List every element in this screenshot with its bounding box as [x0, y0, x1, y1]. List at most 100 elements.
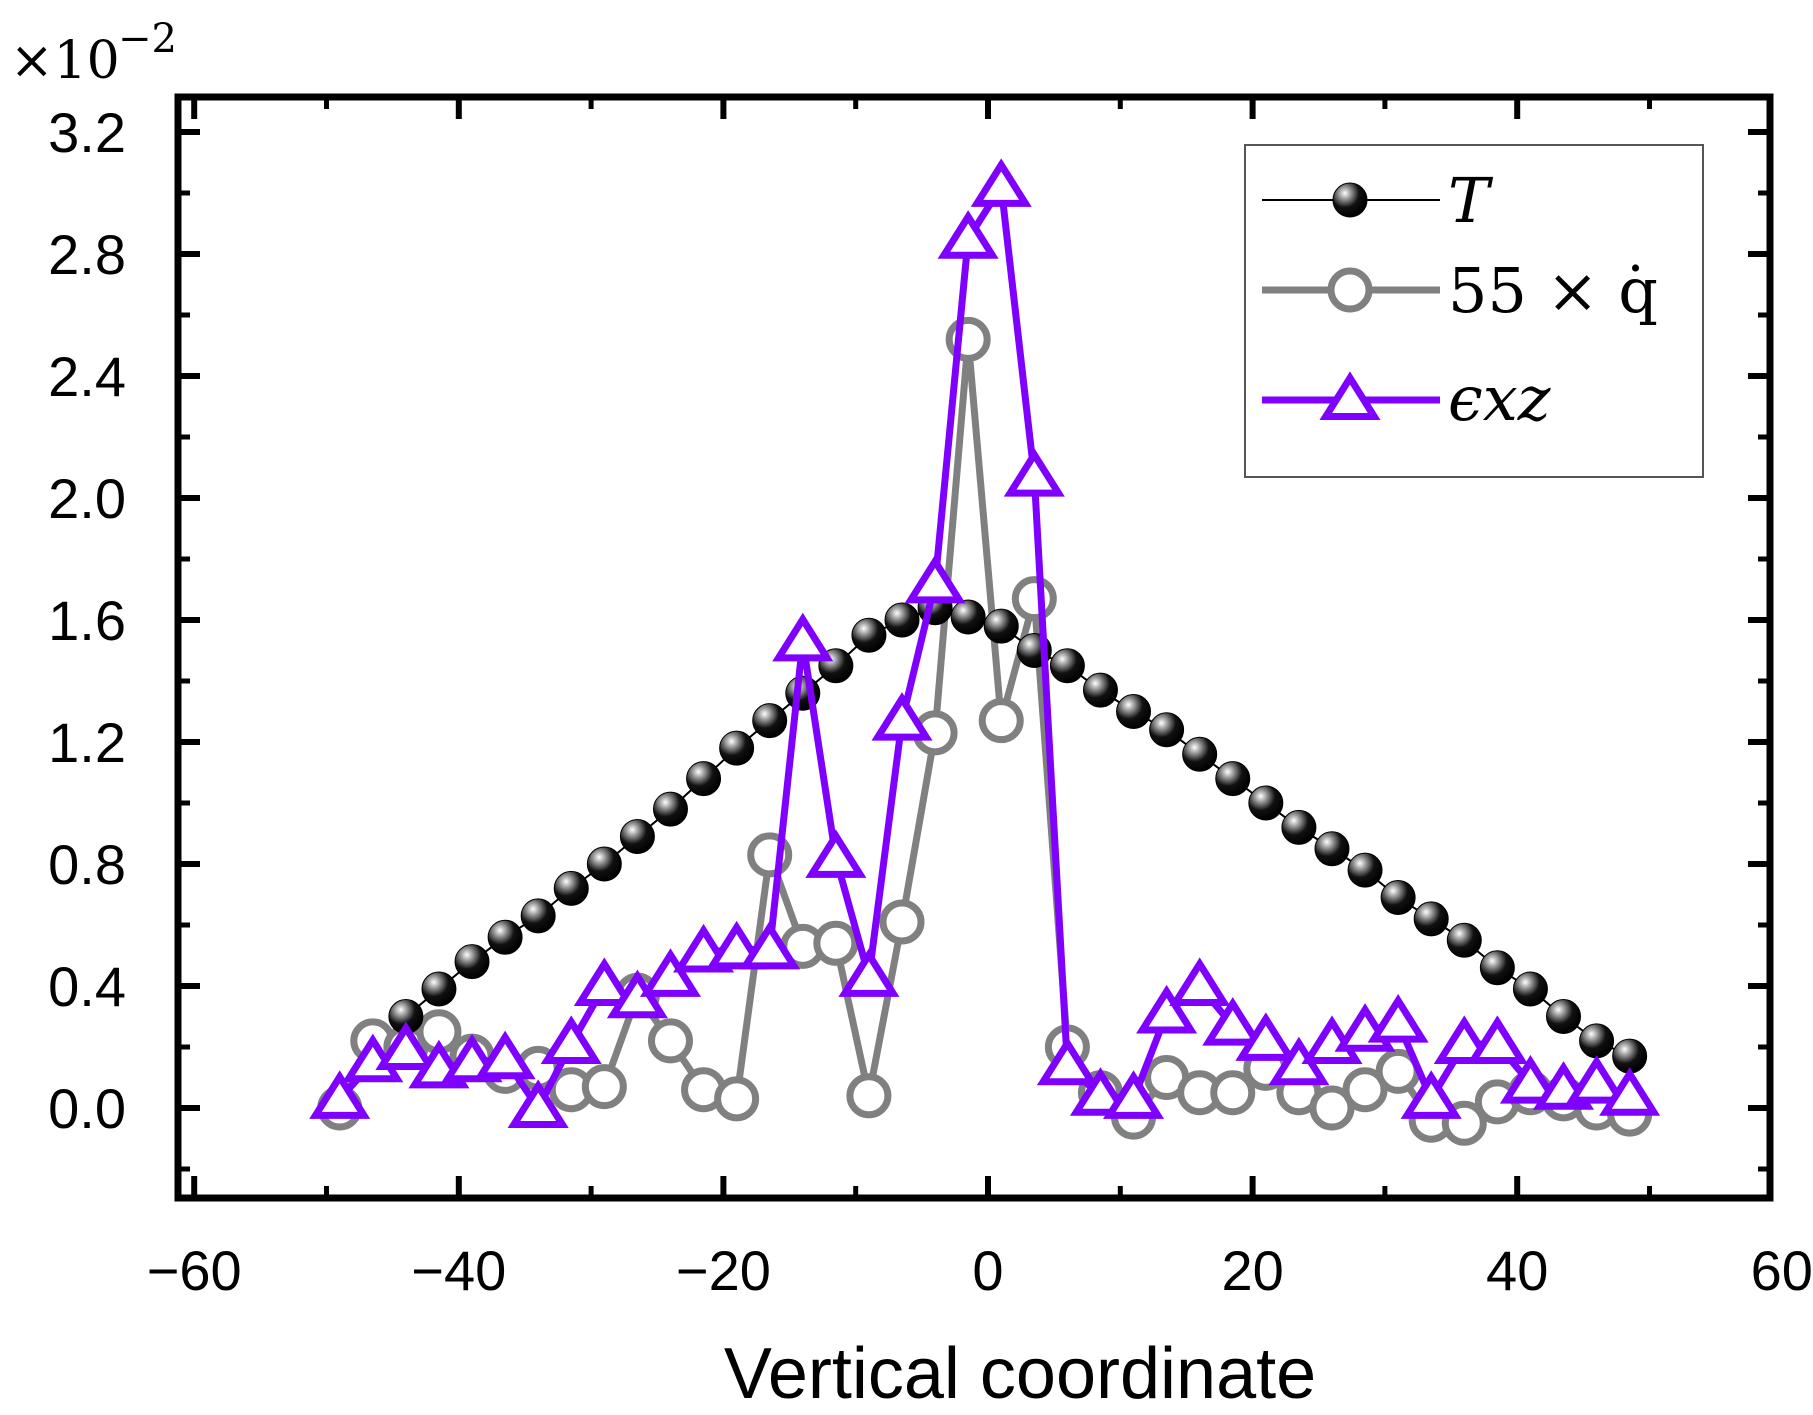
y-multiplier-base: ×10	[10, 31, 120, 91]
data-point	[1413, 901, 1449, 937]
data-point	[487, 919, 523, 955]
y-tick-label: 2.0	[48, 467, 126, 530]
legend-label-t: T	[1448, 164, 1494, 237]
data-point	[739, 920, 801, 970]
data-point	[421, 971, 457, 1007]
x-tick-label: −40	[411, 1239, 506, 1302]
data-point	[1342, 1067, 1388, 1113]
y-multiplier-exponent: −2	[118, 16, 177, 62]
plot-frame	[174, 93, 1774, 1202]
y-tick-label: 2.4	[48, 345, 126, 408]
data-point	[1036, 1036, 1098, 1086]
y-tick-label: 1.2	[48, 711, 126, 774]
data-point	[1499, 1055, 1561, 1104]
data-point	[851, 617, 887, 653]
data-point	[752, 703, 788, 739]
data-point	[1182, 736, 1218, 772]
data-point	[1235, 1012, 1297, 1061]
series-line	[337, 183, 1631, 1112]
x-axis-title: Vertical coordinate	[724, 1334, 1316, 1414]
legend: T 55 × q̇ ϵxz	[1244, 144, 1704, 478]
y-tick-label: 2.8	[48, 223, 126, 286]
data-point	[1479, 950, 1515, 986]
data-point	[884, 602, 920, 638]
data-point	[1136, 984, 1198, 1034]
data-point	[1082, 672, 1118, 708]
data-point	[1367, 994, 1429, 1043]
series-1	[317, 316, 1653, 1146]
y-tick-label: 3.2	[48, 101, 126, 164]
data-point	[686, 761, 722, 797]
data-point	[937, 210, 999, 259]
x-tick-label: −20	[676, 1239, 771, 1302]
data-point	[619, 819, 655, 855]
data-point	[1102, 1070, 1165, 1119]
data-point	[1116, 694, 1152, 729]
data-point	[1400, 1070, 1462, 1119]
legend-label-epsilon: ϵxz	[1448, 362, 1551, 435]
data-point	[1599, 1067, 1661, 1116]
data-point	[772, 612, 834, 662]
data-point	[1210, 1070, 1256, 1116]
data-point	[1069, 1067, 1131, 1116]
data-point	[978, 698, 1024, 744]
data-point	[970, 158, 1032, 207]
y-tick-label: 0.4	[48, 955, 126, 1018]
y-tick-label: 1.6	[48, 589, 126, 652]
data-point	[1011, 576, 1057, 622]
x-tick-label: 40	[1486, 1239, 1548, 1302]
data-point	[805, 829, 867, 878]
data-point	[375, 1021, 437, 1071]
data-point	[1314, 831, 1350, 867]
data-point	[1309, 1085, 1355, 1131]
x-tick-label: 60	[1751, 1239, 1813, 1302]
data-point	[871, 692, 933, 741]
data-point	[1049, 648, 1085, 684]
data-point	[1566, 1055, 1628, 1104]
data-point	[1169, 957, 1231, 1006]
data-point	[474, 1030, 536, 1080]
data-point	[904, 554, 966, 604]
x-tick-label: 0	[972, 1239, 1003, 1302]
series-layer	[309, 158, 1661, 1146]
x-tick-label: −60	[147, 1239, 242, 1302]
plot-border	[174, 93, 1774, 1202]
series-2	[309, 158, 1661, 1128]
data-point	[454, 944, 490, 980]
data-point	[1512, 971, 1548, 1007]
data-point	[719, 730, 755, 766]
data-point	[1446, 922, 1482, 958]
data-point	[846, 1073, 892, 1119]
data-point	[1380, 880, 1416, 916]
x-axis: −60 −40 −20 0 20 40 60	[147, 97, 1813, 1302]
data-point	[581, 1064, 627, 1110]
data-point	[983, 608, 1019, 644]
y-tick-label: 0.0	[48, 1077, 126, 1140]
legend-label-qdot: 55 × q̇	[1448, 254, 1658, 327]
data-point	[1149, 712, 1185, 748]
y-axis: 0.0 0.4 0.8 1.2 1.6 2.0 2.4 2.8 3.2	[48, 101, 1770, 1172]
data-point	[507, 1079, 569, 1128]
data-point	[586, 846, 622, 882]
legend-marker	[1327, 267, 1373, 313]
data-point	[1281, 809, 1317, 845]
data-point	[1003, 448, 1065, 497]
data-point	[520, 898, 556, 934]
legend-marker	[1319, 371, 1381, 420]
data-point	[573, 957, 635, 1006]
data-point	[1546, 999, 1582, 1034]
legend-marker	[1332, 182, 1368, 218]
data-point	[553, 870, 589, 906]
data-point	[1466, 1015, 1528, 1064]
data-point	[879, 899, 925, 945]
data-point	[647, 1018, 693, 1064]
data-point	[1248, 785, 1284, 821]
data-point	[652, 791, 688, 827]
data-point	[309, 1070, 371, 1119]
y-axis-multiplier: ×10 −2	[10, 16, 177, 91]
data-point	[1347, 852, 1383, 888]
x-tick-label: 20	[1221, 1239, 1283, 1302]
data-point	[1202, 997, 1264, 1046]
data-point	[540, 1015, 602, 1064]
